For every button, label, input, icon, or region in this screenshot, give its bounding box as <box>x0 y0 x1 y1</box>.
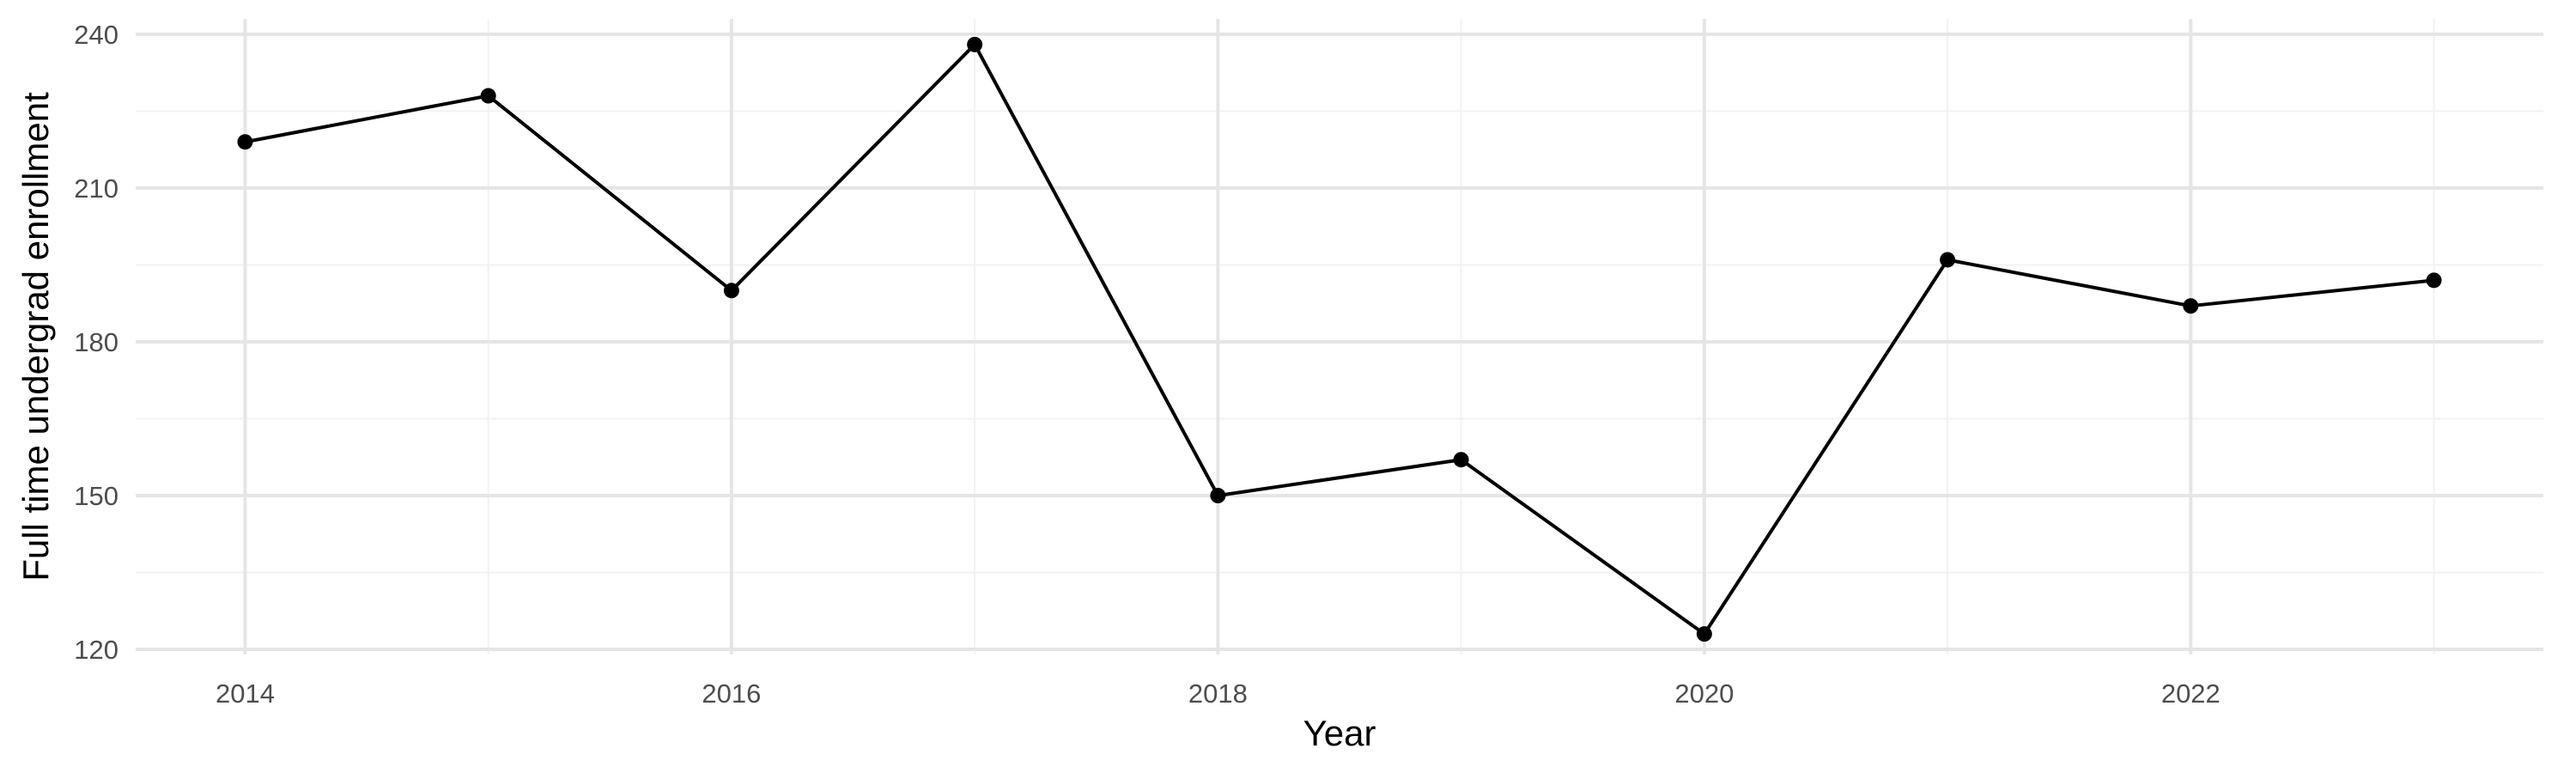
y-tick-label: 120 <box>74 635 118 665</box>
y-tick-label: 210 <box>74 173 118 204</box>
x-tick-label: 2020 <box>1674 679 1734 709</box>
x-axis-ticks: 2014 2016 2018 2020 2022 <box>216 679 2221 709</box>
y-tick-label: 180 <box>74 327 118 357</box>
x-axis-title: Year <box>1303 713 1376 753</box>
x-tick-label: 2018 <box>1188 679 1248 709</box>
data-point <box>1940 252 1956 268</box>
data-point <box>480 88 496 104</box>
x-tick-label: 2016 <box>702 679 761 709</box>
data-point <box>237 134 253 150</box>
x-tick-label: 2014 <box>216 679 275 709</box>
data-point <box>723 283 739 299</box>
y-tick-label: 240 <box>74 20 118 50</box>
series-layer <box>237 36 2442 642</box>
data-point <box>1210 488 1226 503</box>
y-axis-title: Full time undergrad enrollment <box>15 92 56 581</box>
grid <box>136 19 2543 654</box>
data-point <box>1696 626 1712 642</box>
data-point <box>967 36 983 52</box>
data-point <box>2183 298 2199 314</box>
x-tick-label: 2022 <box>2161 679 2221 709</box>
y-tick-label: 150 <box>74 481 118 511</box>
data-point <box>1453 452 1469 468</box>
series-line <box>245 42 2434 636</box>
data-point <box>2426 272 2442 289</box>
y-axis-ticks: 120 150 180 210 240 <box>74 20 118 665</box>
